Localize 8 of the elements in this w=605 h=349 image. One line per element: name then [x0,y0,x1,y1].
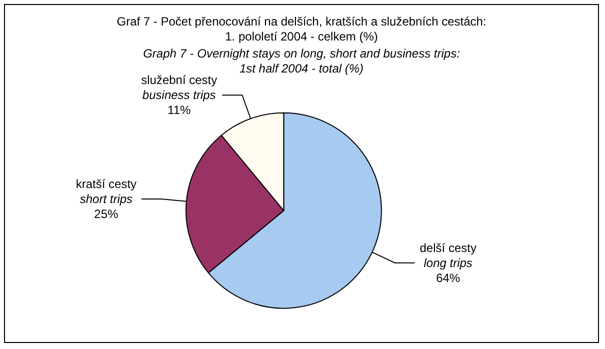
chart-title: Graf 7 - Počet přenocování na delších, kratších a služebních cestách: 1. pololetí 2004 - celkem (%) [116,14,486,44]
slice-label: kratší cesty short trips [76,177,137,206]
chart-subtitle: Graph 7 - Overnight stays on long, short and business trips: 1st half 2004 - total (%) [143,46,460,76]
slice-label: delší cesty long trips [420,240,476,270]
slice-label: služební cesty business trips [141,73,218,102]
data-label: 64% [436,270,460,285]
data-label: 11% [168,103,192,118]
data-label: 25% [94,207,119,222]
